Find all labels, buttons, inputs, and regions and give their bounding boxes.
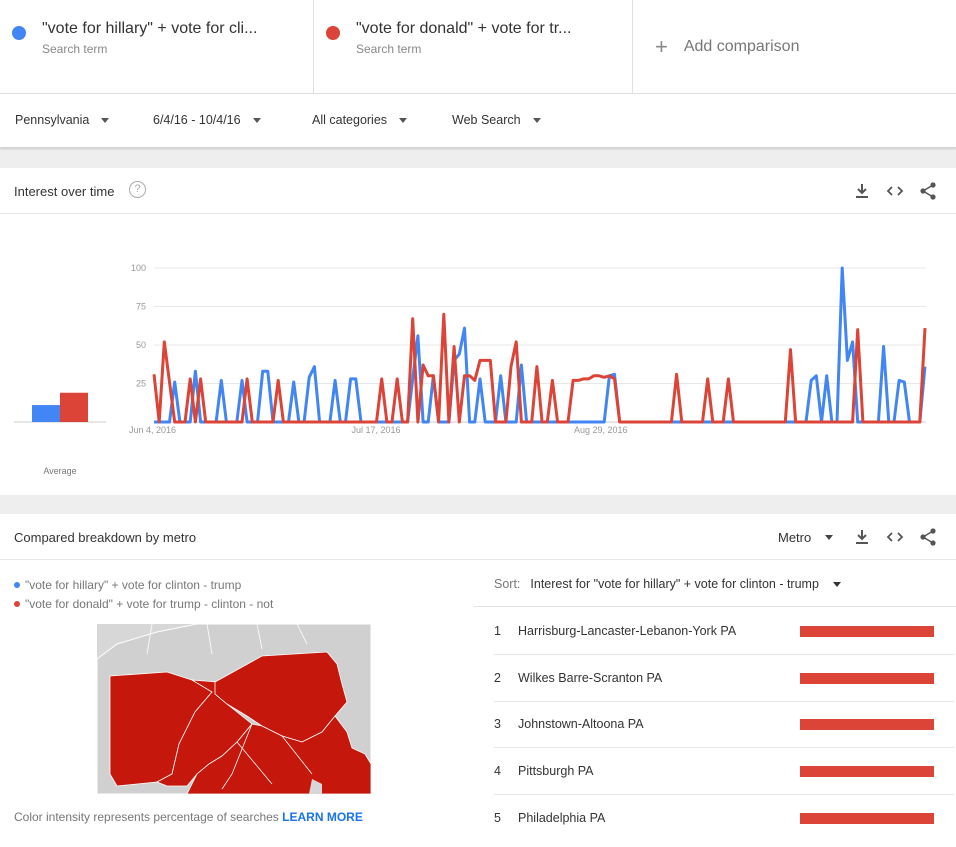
rank-number: 3 xyxy=(494,717,501,731)
category-dropdown[interactable]: All categories xyxy=(312,113,408,127)
table-row[interactable]: 4 Pittsburgh PA xyxy=(494,748,954,795)
legend-item-donald: "vote for donald" + vote for trump - cli… xyxy=(14,597,273,611)
footnote-text: Color intensity represents percentage of… xyxy=(14,810,279,824)
table-row[interactable]: 3 Johnstown-Altoona PA xyxy=(494,701,954,748)
chevron-down-icon xyxy=(532,117,541,123)
x-tick-label: Aug 29, 2016 xyxy=(574,425,628,435)
learn-more-link[interactable]: LEARN MORE xyxy=(282,810,363,824)
interest-bar xyxy=(800,626,934,637)
search-type-dropdown[interactable]: Web Search xyxy=(452,113,541,127)
legend-label-hillary: "vote for hillary" + vote for clinton - … xyxy=(25,578,242,592)
legend-label-donald: "vote for donald" + vote for trump - cli… xyxy=(25,597,274,611)
average-label: Average xyxy=(43,466,76,476)
plus-icon: + xyxy=(655,33,668,59)
download-icon[interactable] xyxy=(852,181,872,201)
table-row[interactable]: 5 Philadelphia PA xyxy=(494,795,954,842)
filter-bar: Pennsylvania 6/4/16 - 10/4/16 All catego… xyxy=(0,94,956,148)
term-1-sublabel: Search term xyxy=(42,42,108,56)
share-icon[interactable] xyxy=(918,181,938,201)
help-icon[interactable]: ? xyxy=(129,181,146,198)
state-region-southeast xyxy=(186,715,371,794)
share-icon[interactable] xyxy=(918,527,938,547)
interest-bar xyxy=(800,673,934,684)
rank-number: 4 xyxy=(494,764,501,778)
interest-bar xyxy=(800,766,934,777)
breakdown-card-title: Compared breakdown by metro xyxy=(14,530,197,545)
chart-series xyxy=(152,266,927,424)
chart-x-ticks: Jun 4, 2016 Jul 17, 2016 Aug 29, 2016 xyxy=(129,425,628,435)
term-1-color-dot xyxy=(12,26,26,40)
series-line-red[interactable] xyxy=(152,312,927,424)
category-value: All categories xyxy=(312,113,388,127)
region-value: Pennsylvania xyxy=(15,113,90,127)
metro-name: Harrisburg-Lancaster-Lebanon-York PA xyxy=(518,624,737,638)
interest-over-time-card: Interest over time ? Average 100 75 50 25 J… xyxy=(0,168,956,495)
chevron-down-icon xyxy=(101,117,110,123)
legend-dot-red xyxy=(14,601,20,607)
search-type-value: Web Search xyxy=(452,113,521,127)
metro-dropdown[interactable]: Metro xyxy=(778,530,834,545)
average-bar-blue xyxy=(32,405,60,422)
metro-name: Johnstown-Altoona PA xyxy=(518,717,644,731)
download-icon[interactable] xyxy=(852,527,872,547)
term-2-color-dot xyxy=(326,26,340,40)
metro-dropdown-value: Metro xyxy=(778,530,812,545)
region-dropdown[interactable]: Pennsylvania xyxy=(15,113,110,127)
sort-dropdown[interactable]: Sort: Interest for "vote for hillary" + … xyxy=(494,577,841,591)
rank-number: 1 xyxy=(494,624,501,638)
chevron-down-icon xyxy=(399,117,408,123)
interest-card-title: Interest over time xyxy=(14,184,115,199)
interest-over-time-chart: Average 100 75 50 25 Jun 4, 2016 Jul 17, 201… xyxy=(14,263,927,476)
sort-label: Sort: xyxy=(494,577,521,591)
search-term-1[interactable]: "vote for hillary" + vote for cli... Sea… xyxy=(0,0,314,94)
date-range-dropdown[interactable]: 6/4/16 - 10/4/16 xyxy=(153,113,261,127)
chevron-down-icon xyxy=(825,535,834,540)
y-tick-label: 50 xyxy=(136,340,146,350)
metro-name: Pittsburgh PA xyxy=(518,764,594,778)
add-comparison-label: Add comparison xyxy=(683,37,800,55)
table-row[interactable]: 1 Harrisburg-Lancaster-Lebanon-York PA xyxy=(494,608,954,655)
embed-icon[interactable] xyxy=(885,181,905,201)
search-terms-bar: "vote for hillary" + vote for cli... Sea… xyxy=(0,0,956,94)
rank-divider xyxy=(474,606,956,607)
add-comparison-button[interactable]: + Add comparison xyxy=(633,0,956,93)
y-tick-label: 75 xyxy=(136,302,146,312)
search-term-2[interactable]: "vote for donald" + vote for tr... Searc… xyxy=(314,0,633,94)
y-tick-label: 100 xyxy=(131,263,146,273)
interest-bar xyxy=(800,719,934,730)
y-tick-label: 25 xyxy=(136,379,146,389)
interest-card-header: Interest over time ? xyxy=(0,168,956,214)
term-1-label[interactable]: "vote for hillary" + vote for cli... xyxy=(42,20,258,37)
legend-dot-blue xyxy=(14,582,20,588)
sort-value: Interest for "vote for hillary" + vote f… xyxy=(530,577,819,591)
term-2-sublabel: Search term xyxy=(356,42,422,56)
x-tick-label: Jul 17, 2016 xyxy=(352,425,401,435)
legend-item-hillary: "vote for hillary" + vote for clinton - … xyxy=(14,578,241,592)
chevron-down-icon xyxy=(832,581,841,587)
date-range-value: 6/4/16 - 10/4/16 xyxy=(153,113,241,127)
rank-number: 5 xyxy=(494,811,501,825)
average-bars xyxy=(14,392,106,423)
map-footnote: Color intensity represents percentage of… xyxy=(14,810,363,824)
metro-name: Philadelphia PA xyxy=(518,811,606,825)
metro-name: Wilkes Barre-Scranton PA xyxy=(518,671,663,685)
embed-icon[interactable] xyxy=(885,527,905,547)
rank-number: 2 xyxy=(494,671,501,685)
x-tick-label: Jun 4, 2016 xyxy=(129,425,176,435)
table-row[interactable]: 2 Wilkes Barre-Scranton PA xyxy=(494,655,954,702)
breakdown-card: Compared breakdown by metro Metro "vote … xyxy=(0,514,956,847)
breakdown-card-header: Compared breakdown by metro Metro xyxy=(0,514,956,560)
interest-bar xyxy=(800,813,934,824)
chevron-down-icon xyxy=(252,117,261,123)
average-bar-red xyxy=(60,392,88,422)
pennsylvania-metro-map[interactable] xyxy=(97,624,371,794)
term-2-label[interactable]: "vote for donald" + vote for tr... xyxy=(356,20,572,37)
